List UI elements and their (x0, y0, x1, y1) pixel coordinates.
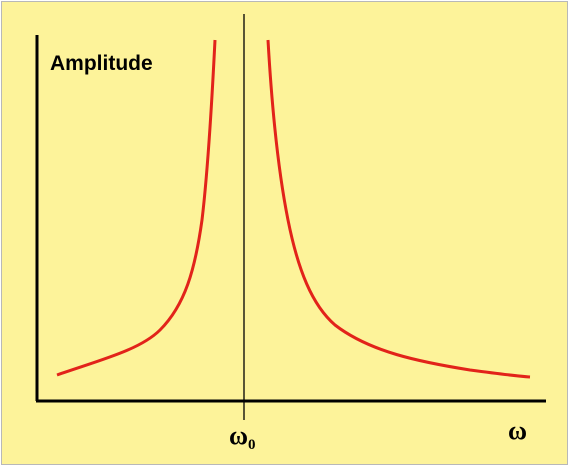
resonance-subscript: 0 (248, 437, 256, 453)
curve-right (266, 39, 531, 379)
y-axis-label: Amplitude (50, 52, 153, 75)
resonance-symbol: ω (229, 421, 248, 450)
resonance-label: ω0 (229, 421, 256, 453)
x-axis-label: ω (508, 416, 527, 445)
curve-left (56, 39, 217, 377)
